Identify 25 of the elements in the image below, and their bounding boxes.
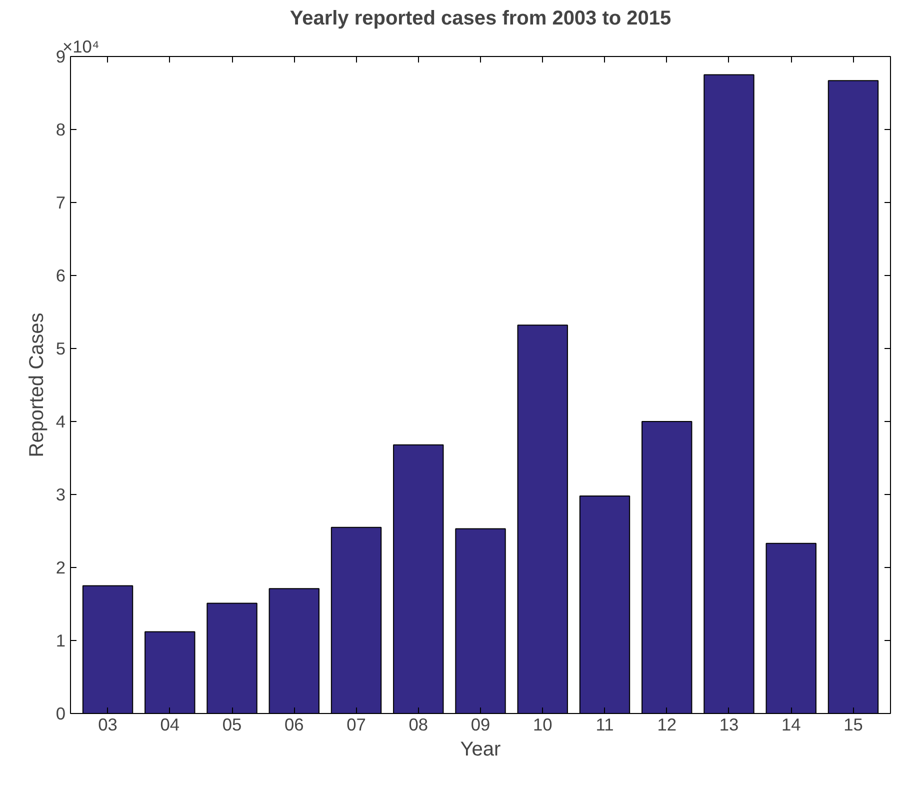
x-tick-label: 10 bbox=[532, 714, 552, 734]
x-tick-label: 13 bbox=[719, 714, 739, 734]
x-tick-label: 14 bbox=[781, 714, 802, 734]
x-tick-label: 06 bbox=[284, 714, 304, 734]
chart-title: Yearly reported cases from 2003 to 2015 bbox=[290, 8, 672, 30]
x-tick-label: 12 bbox=[657, 714, 677, 734]
y-tick-label: 0 bbox=[56, 704, 66, 724]
y-axis-title: Reported Cases bbox=[26, 312, 48, 458]
x-tick-label: 03 bbox=[98, 714, 118, 734]
x-tick-label: 05 bbox=[222, 714, 242, 734]
y-tick-label: 4 bbox=[56, 412, 66, 432]
y-tick-label: 1 bbox=[56, 630, 66, 650]
x-axis-title: Year bbox=[460, 738, 502, 760]
y-tick-label: 3 bbox=[56, 484, 66, 504]
x-tick-label: 07 bbox=[346, 714, 366, 734]
y-tick-label: 6 bbox=[56, 266, 66, 286]
y-tick-label: 8 bbox=[56, 120, 66, 140]
y-tick-label: 5 bbox=[56, 338, 66, 358]
x-tick-label: 09 bbox=[470, 714, 490, 734]
y-tick-label: 7 bbox=[56, 192, 66, 212]
y-tick-label: 2 bbox=[56, 558, 66, 578]
x-tick-label: 08 bbox=[408, 714, 428, 734]
x-tick-label: 11 bbox=[596, 714, 614, 734]
x-tick-label: 15 bbox=[844, 714, 863, 734]
x-tick-label: 04 bbox=[160, 714, 180, 734]
